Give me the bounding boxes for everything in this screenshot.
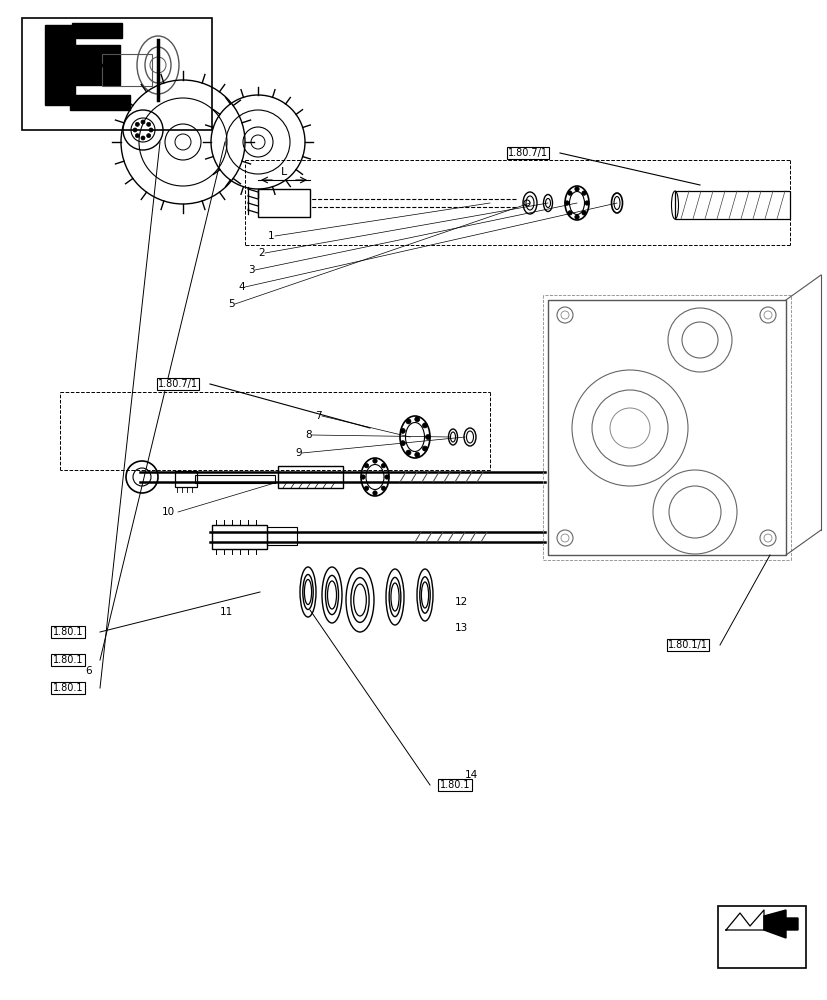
Text: 4: 4 bbox=[237, 282, 244, 292]
Bar bbox=[212, 525, 266, 549]
Text: 1.80.1: 1.80.1 bbox=[53, 683, 84, 693]
Bar bbox=[258, 189, 309, 217]
Circle shape bbox=[135, 134, 139, 138]
Text: 14: 14 bbox=[465, 770, 478, 780]
Text: 1.80.7/1: 1.80.7/1 bbox=[158, 379, 198, 389]
Polygon shape bbox=[725, 910, 763, 930]
Circle shape bbox=[584, 201, 589, 205]
Circle shape bbox=[399, 428, 404, 433]
Text: 5: 5 bbox=[227, 299, 234, 309]
Bar bbox=[195, 475, 275, 483]
Circle shape bbox=[364, 486, 368, 491]
Circle shape bbox=[380, 486, 385, 491]
Bar bbox=[278, 466, 342, 488]
Polygon shape bbox=[45, 25, 75, 105]
Text: 13: 13 bbox=[455, 623, 468, 633]
Text: 1.80.1: 1.80.1 bbox=[53, 655, 84, 665]
Circle shape bbox=[414, 417, 419, 422]
Circle shape bbox=[405, 450, 410, 455]
Circle shape bbox=[581, 211, 586, 215]
Text: 7: 7 bbox=[314, 411, 321, 421]
Circle shape bbox=[361, 475, 365, 479]
Bar bbox=[174, 471, 197, 487]
Polygon shape bbox=[75, 45, 120, 85]
Circle shape bbox=[141, 120, 145, 124]
Circle shape bbox=[422, 446, 427, 451]
Polygon shape bbox=[763, 910, 797, 938]
Text: 11: 11 bbox=[220, 607, 233, 617]
Circle shape bbox=[405, 419, 410, 424]
Circle shape bbox=[133, 128, 136, 132]
Text: 2: 2 bbox=[258, 248, 265, 258]
Text: 9: 9 bbox=[294, 448, 301, 458]
Circle shape bbox=[567, 211, 571, 215]
Circle shape bbox=[399, 441, 404, 446]
Circle shape bbox=[422, 423, 427, 428]
Circle shape bbox=[146, 134, 151, 138]
Bar bbox=[674, 191, 789, 219]
Text: 8: 8 bbox=[304, 430, 311, 440]
Bar bbox=[266, 527, 297, 545]
Circle shape bbox=[414, 452, 419, 457]
Text: 3: 3 bbox=[248, 265, 255, 275]
Text: 1.80.1: 1.80.1 bbox=[53, 627, 84, 637]
Circle shape bbox=[581, 191, 586, 195]
Circle shape bbox=[149, 128, 153, 132]
Bar bbox=[547, 300, 785, 555]
Circle shape bbox=[564, 201, 568, 205]
Bar bbox=[22, 18, 212, 130]
Text: 10: 10 bbox=[162, 507, 175, 517]
Circle shape bbox=[425, 434, 430, 440]
Text: 1: 1 bbox=[268, 231, 275, 241]
Circle shape bbox=[567, 191, 571, 195]
Text: 1.80.1/1: 1.80.1/1 bbox=[667, 640, 707, 650]
Polygon shape bbox=[70, 95, 130, 110]
Circle shape bbox=[574, 215, 579, 219]
Circle shape bbox=[385, 475, 389, 479]
Text: L: L bbox=[280, 167, 287, 177]
Text: 6: 6 bbox=[85, 666, 92, 676]
Text: 1.80.7/1: 1.80.7/1 bbox=[508, 148, 547, 158]
Bar bbox=[102, 54, 152, 86]
Circle shape bbox=[574, 187, 579, 191]
Polygon shape bbox=[72, 23, 122, 38]
Bar bbox=[717, 906, 805, 968]
Text: 1.80.1: 1.80.1 bbox=[439, 780, 470, 790]
Circle shape bbox=[135, 122, 139, 126]
Text: 12: 12 bbox=[455, 597, 468, 607]
Circle shape bbox=[380, 463, 385, 468]
Circle shape bbox=[372, 491, 377, 495]
Circle shape bbox=[364, 463, 368, 468]
Circle shape bbox=[146, 122, 151, 126]
Circle shape bbox=[141, 136, 145, 140]
Circle shape bbox=[372, 459, 377, 463]
